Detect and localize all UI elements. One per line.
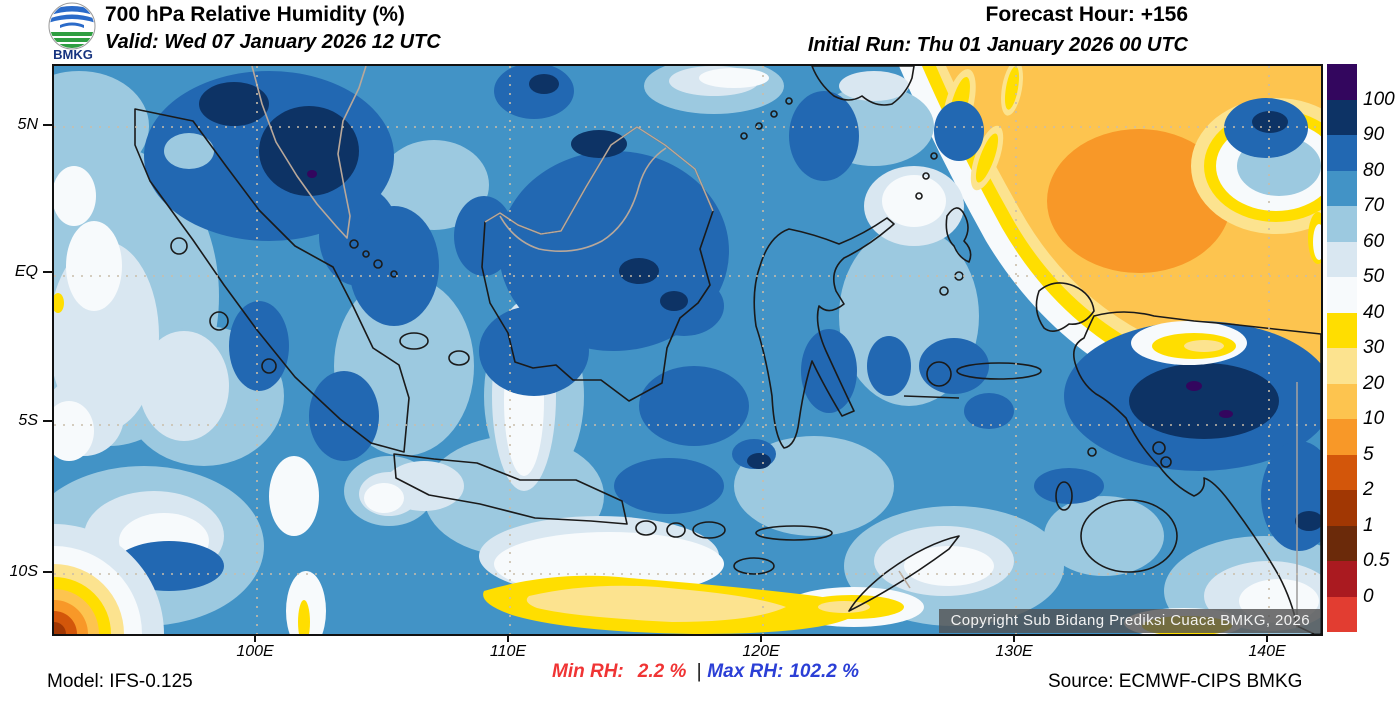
- colorbar-segment: [1327, 383, 1357, 419]
- colorbar-tick-label: 20: [1363, 372, 1385, 394]
- lon-tick-label: 110E: [489, 643, 527, 660]
- lon-tick: [254, 634, 256, 642]
- colorbar-segment: [1327, 490, 1357, 526]
- latitude-axis: 5N EQ 5S 10S: [0, 64, 52, 632]
- min-max-rh: Min RH: 2.2 % | Max RH: 102.2 %: [552, 661, 859, 683]
- lat-tick: [43, 571, 52, 573]
- colorbar-tick-label: 30: [1363, 337, 1385, 358]
- colorbar-tick-label: 0.5: [1363, 550, 1390, 571]
- min-rh-dry-corner: [54, 524, 164, 634]
- bmkg-logo-icon: BMKG: [48, 2, 96, 61]
- lon-tick-label: 130E: [995, 643, 1033, 660]
- lat-tick-label: 5N: [17, 116, 38, 133]
- colorbar-tick-label: 70: [1363, 195, 1385, 216]
- initial-run-label: Initial Run: Thu 01 January 2026 00 UTC: [807, 34, 1188, 56]
- lon-tick: [1266, 634, 1268, 642]
- colorbar-segment: [1327, 277, 1357, 313]
- colorbar-tick-label: 60: [1363, 230, 1385, 252]
- colorbar-segment: [1327, 312, 1357, 348]
- lat-tick-label: 5S: [18, 412, 38, 429]
- coastlines: [134, 66, 1321, 634]
- colorbar-segment: [1327, 241, 1357, 277]
- lon-tick: [507, 634, 509, 642]
- colorbar-segment: [1327, 348, 1357, 384]
- valid-time-label: Valid: Wed 07 January 2026 12 UTC: [105, 31, 441, 53]
- high-humidity-cells: [114, 66, 1321, 591]
- lon-tick-label: 120E: [742, 643, 780, 660]
- colorbar-tick-label: 10: [1363, 408, 1385, 429]
- lon-tick: [760, 634, 762, 642]
- source-label: Source: ECMWF-CIPS BMKG: [1048, 671, 1303, 692]
- min-rh-value: 2.2 %: [637, 661, 687, 682]
- colorbar-tick-label: 40: [1363, 301, 1385, 323]
- colorbar-segment: [1327, 525, 1357, 561]
- min-rh-label: Min RH:: [552, 661, 624, 682]
- map-frame: Copyright Sub Bidang Prediksi Cuaca BMKG…: [52, 64, 1323, 636]
- lat-tick-label: EQ: [14, 263, 38, 280]
- bmkg-logo-text: BMKG: [53, 47, 93, 61]
- model-label: Model: IFS-0.125: [47, 671, 193, 692]
- humidity-contour-map: [54, 66, 1321, 634]
- dry-band-south: [54, 293, 1247, 634]
- forecast-hour-label: Forecast Hour: +156: [985, 3, 1189, 26]
- lat-tick: [43, 271, 52, 273]
- colorbar-labels: 100 90 80 70 60 50 40 30 20 10 5 2 1 0.5 0: [1363, 64, 1399, 632]
- colorbar-tick-label: 1: [1363, 514, 1374, 536]
- colorbar-segment: [1327, 561, 1357, 597]
- max-rh-label: Max RH:: [707, 661, 784, 682]
- colorbar-tick-label: 2: [1363, 479, 1374, 500]
- colorbar-segment: [1327, 596, 1357, 632]
- lon-tick: [1013, 634, 1015, 642]
- lat-tick: [43, 420, 52, 422]
- colorbar-tick-label: 50: [1363, 266, 1385, 287]
- colorbar-segment: [1327, 454, 1357, 490]
- max-rh-value: 102.2 %: [789, 661, 860, 682]
- lon-tick-label: 100E: [236, 643, 274, 660]
- lat-tick-label: 10S: [9, 563, 38, 580]
- colorbar-tick-label: 80: [1363, 159, 1385, 181]
- lat-tick: [43, 124, 52, 126]
- colorbar-tick-label: 100: [1363, 88, 1395, 110]
- colorbar-tick-label: 5: [1363, 443, 1374, 465]
- colorbar-tick-label: 0: [1363, 585, 1374, 607]
- run-info: Forecast Hour: +156 Initial Run: Thu 01 …: [808, 3, 1188, 57]
- colorbar-tick-label: 90: [1363, 124, 1385, 145]
- minmax-separator: |: [696, 661, 702, 682]
- colorbar-segment: [1327, 99, 1357, 135]
- colorbar: [1327, 64, 1357, 632]
- page-title: 700 hPa Relative Humidity (%): [105, 3, 405, 26]
- colorbar-segment: [1327, 206, 1357, 242]
- colorbar-segment: [1327, 135, 1357, 171]
- lon-tick-label: 140E: [1248, 643, 1286, 660]
- dry-region-northeast: [881, 66, 1321, 420]
- longitude-axis: 100E 110E 120E 130E 140E: [52, 634, 1321, 664]
- copyright-overlay: Copyright Sub Bidang Prediksi Cuaca BMKG…: [938, 609, 1320, 633]
- colorbar-segment: [1327, 64, 1357, 100]
- colorbar-segment: [1327, 170, 1357, 206]
- colorbar-segment: [1327, 419, 1357, 455]
